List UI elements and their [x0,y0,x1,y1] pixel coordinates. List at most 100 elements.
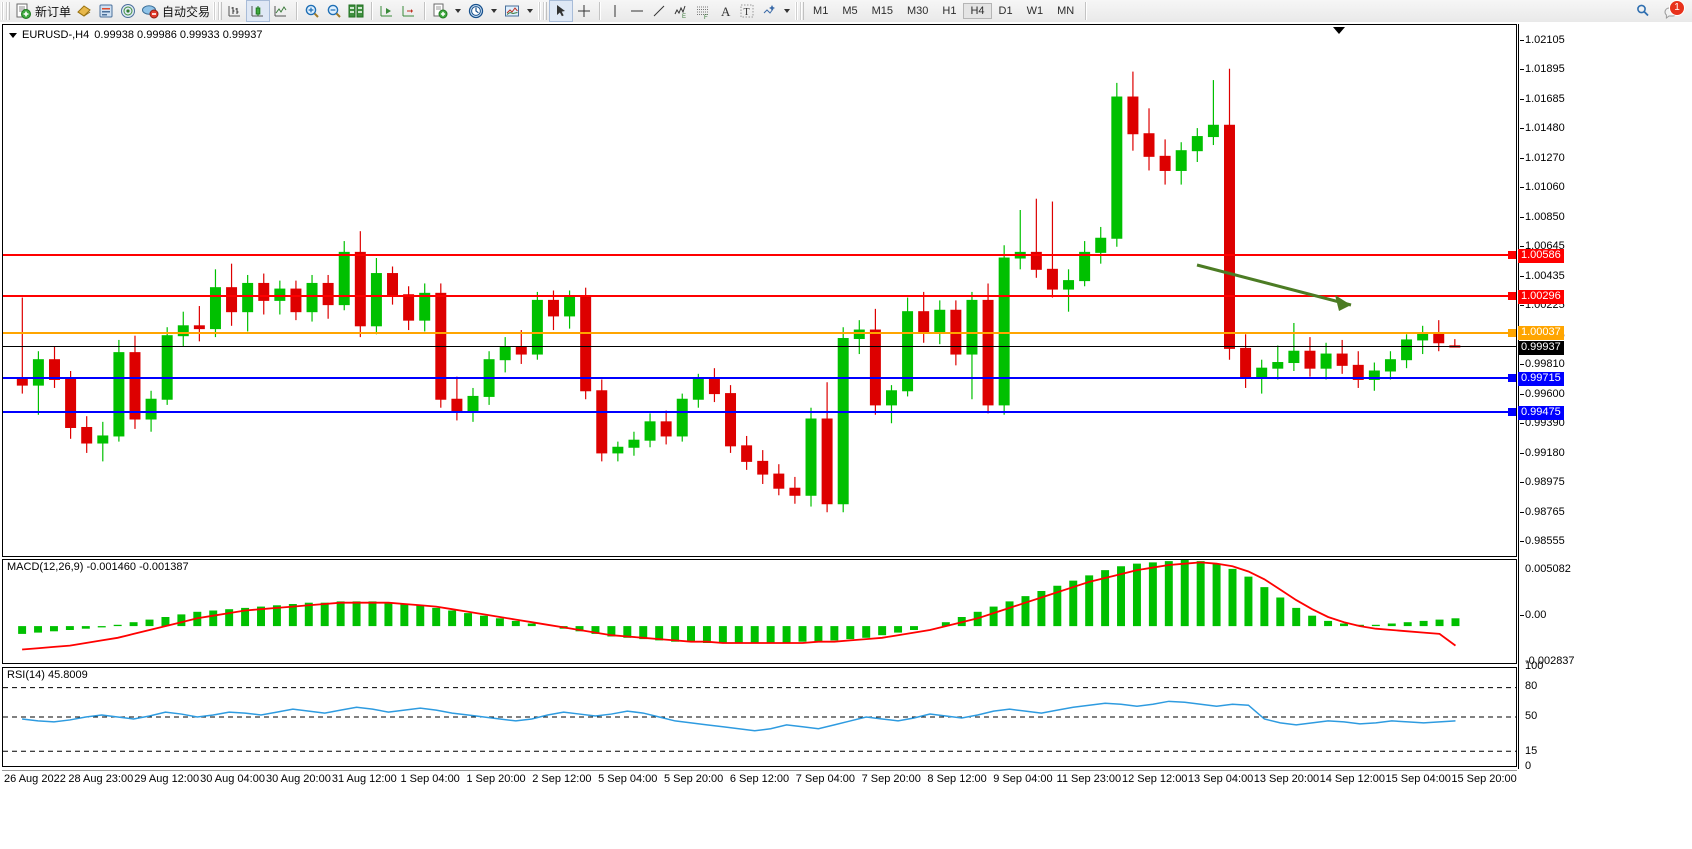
fibonacci-button[interactable]: F [692,1,714,21]
period-dropdown-caret[interactable] [491,9,498,13]
elliott-wave-button[interactable]: E [670,1,692,21]
vertical-line-icon [606,2,624,20]
autotrading-icon [141,2,159,20]
timeframe-w1[interactable]: W1 [1026,5,1044,17]
macd-tick: 0.00 [1520,609,1546,621]
bar-chart-button[interactable] [224,1,246,21]
price-level-line[interactable] [3,411,1516,414]
macd-pane[interactable]: MACD(12,26,9) -0.001460 -0.001387 [2,559,1517,664]
price-level-handle[interactable] [1508,251,1516,260]
symbol-info-bar[interactable]: EURUSD-,H4 0.99938 0.99986 0.99933 0.999… [9,29,262,41]
price-level-badge-pivot[interactable]: 1.00037 [1518,326,1564,341]
chart-menu-caret-icon[interactable] [9,32,17,38]
cursor-button[interactable] [549,0,574,22]
objects-icon [760,2,778,20]
price-tick: 0.99390 [1520,417,1565,429]
timeframe-d1[interactable]: D1 [998,5,1013,17]
bar-chart-icon [226,2,244,20]
trend-arrow-annotation[interactable] [1193,261,1373,321]
auto-scroll-button[interactable] [376,1,398,21]
price-pane[interactable]: EURUSD-,H4 0.99938 0.99986 0.99933 0.999… [2,24,1517,557]
auto-scroll-icon [378,2,396,20]
indicators-button[interactable] [501,1,523,21]
macd-label: MACD(12,26,9) -0.001460 -0.001387 [7,561,189,573]
timeframe-m15[interactable]: M15 [871,5,893,17]
price-level-handle[interactable] [1508,408,1516,417]
autotrading-label: 自动交易 [162,4,211,19]
zoom-out-button[interactable] [323,1,345,21]
zoom-in-button[interactable] [301,1,323,21]
price-level-handle[interactable] [1508,292,1516,301]
chart-shift-marker-icon[interactable] [1333,27,1345,34]
chart-shift-end-button[interactable] [398,1,420,21]
timeframe-mn[interactable]: MN [1057,5,1075,17]
indicators-dropdown-caret[interactable] [527,9,534,13]
price-level-badge-support[interactable]: 0.99715 [1518,371,1564,386]
time-tick: 13 Sep 20:00 [1253,773,1320,785]
data-window-button[interactable] [95,1,117,21]
price-level-badge-last-price[interactable]: 0.99937 [1518,340,1564,355]
price-tick: 1.00435 [1520,270,1565,282]
timeframe-m1[interactable]: M1 [813,5,829,17]
price-tick: 0.98765 [1520,506,1565,518]
price-level-line[interactable] [3,254,1516,257]
autotrading-button[interactable]: 自动交易 [139,1,212,21]
price-level-line[interactable] [3,377,1516,380]
price-level-badge-resistance[interactable]: 1.00296 [1518,289,1564,304]
toolbar-grip-3[interactable] [538,2,548,20]
text-button[interactable]: A [714,1,736,21]
price-tick: 1.00850 [1520,211,1565,223]
price-axis[interactable]: 1.02105 1.01895 1.01685 1.01480 1.01270 1.010… [1518,24,1690,772]
symbol-label: EURUSD-,H4 [22,29,90,41]
crosshair-button[interactable] [573,1,595,21]
expert-advisor-button[interactable] [73,1,95,21]
price-level-badge-resistance[interactable]: 1.00586 [1518,248,1564,263]
fibonacci-icon: F [694,2,712,20]
timeframe-m5[interactable]: M5 [842,5,858,17]
cursor-icon [552,2,570,20]
templates-dropdown-caret[interactable] [455,9,462,13]
notifications-button[interactable]: 1 [1660,0,1685,21]
time-tick: 14 Sep 12:00 [1319,773,1386,785]
price-tick: 0.99600 [1520,388,1565,400]
navigator-button[interactable] [117,1,139,21]
price-level-badge-support[interactable]: 0.99475 [1518,405,1564,420]
vertical-line-button[interactable] [604,1,626,21]
candlestick-chart-button[interactable] [246,0,271,22]
chart-area[interactable]: EURUSD-,H4 0.99938 0.99986 0.99933 0.999… [0,22,1692,849]
line-chart-button[interactable] [270,1,292,21]
price-level-handle[interactable] [1508,374,1516,383]
time-axis[interactable]: 26 Aug 2022 28 Aug 23:00 29 Aug 12:00 30 Au… [2,770,1517,789]
time-tick: 1 Sep 04:00 [400,773,460,785]
price-level-line[interactable] [3,295,1516,298]
period-icon [467,2,485,20]
toolbar-grip-4[interactable] [795,2,805,20]
timeframe-h4[interactable]: H4 [963,3,992,19]
navigator-icon [119,2,137,20]
rsi-pane[interactable]: RSI(14) 45.8009 [2,667,1517,767]
rsi-label: RSI(14) 45.8009 [7,669,88,681]
period-button[interactable] [465,1,487,21]
toolbar-grip-2[interactable] [213,2,223,20]
price-level-line[interactable] [3,331,1516,334]
trendline-button[interactable] [648,1,670,21]
new-order-button[interactable]: 新订单 [12,1,73,21]
zoom-in-icon [303,2,321,20]
time-tick: 13 Sep 04:00 [1187,773,1254,785]
toolbar-grip[interactable] [1,2,10,20]
price-tick: 1.02105 [1520,34,1565,46]
price-level-line[interactable] [3,346,1516,347]
svg-text:T: T [744,7,750,18]
timeframe-h1[interactable]: H1 [942,5,957,17]
price-tick: 0.98555 [1520,535,1565,547]
timeframe-m30[interactable]: M30 [907,5,929,17]
axis-divider [1518,24,1519,769]
horizontal-line-button[interactable] [626,1,648,21]
search-button[interactable] [1632,1,1654,21]
objects-button[interactable] [758,1,780,21]
chart-shift-button[interactable] [345,1,367,21]
templates-button[interactable] [429,1,451,21]
objects-dropdown-caret[interactable] [784,9,791,13]
price-level-handle[interactable] [1508,328,1516,337]
text-label-button[interactable]: T [736,1,758,21]
